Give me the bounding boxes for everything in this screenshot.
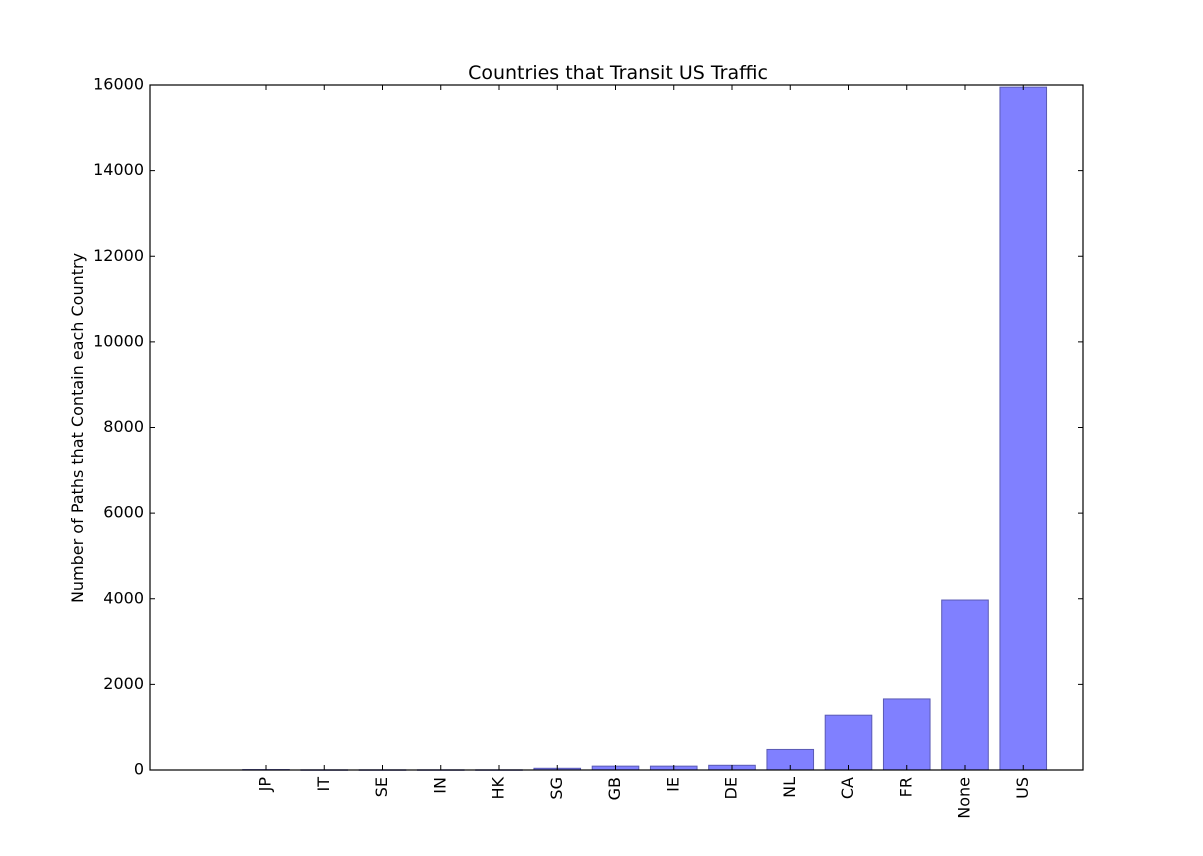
x-tick-label: IT [314,777,333,792]
bar-fr [882,698,931,771]
y-tick-label: 16000 [93,75,144,94]
x-tick-label: CA [838,777,857,799]
bars-layer [242,86,1048,771]
x-tick-label: None [955,777,974,819]
y-axis-label: Number of Paths that Contain each Countr… [68,253,87,603]
x-tick-label: US [1013,777,1032,799]
y-tick-label: 12000 [93,246,144,265]
x-tick-label: IN [430,777,449,794]
y-tick-label: 8000 [103,417,144,436]
ticks-layer: JP IT SE IN HK SG GB IE DE NL CA FR None US 0 2000 4000 6… [93,75,1083,819]
y-tick-label: 10000 [93,331,144,350]
x-tick-label: DE [722,777,741,799]
x-tick-label: FR [896,777,915,797]
x-tick-label: JP [256,777,275,793]
y-tick-label: 2000 [103,674,144,693]
x-tick-label: GB [605,777,624,800]
plot-frame [149,84,1084,771]
x-tick-label: SG [547,777,566,800]
x-tick-label: NL [780,777,799,798]
chart-title: Countries that Transit US Traffic [468,62,768,84]
y-tick-label: 0 [134,760,144,779]
x-tick-label: IE [663,777,682,792]
y-tick-label: 4000 [103,588,144,607]
x-tick-label: SE [372,777,391,797]
bar-none [941,599,989,771]
bar-ca [824,714,873,771]
y-tick-label: 6000 [103,503,144,522]
bar-us [999,86,1048,771]
y-tick-label: 14000 [93,160,144,179]
x-tick-label: HK [489,777,508,800]
